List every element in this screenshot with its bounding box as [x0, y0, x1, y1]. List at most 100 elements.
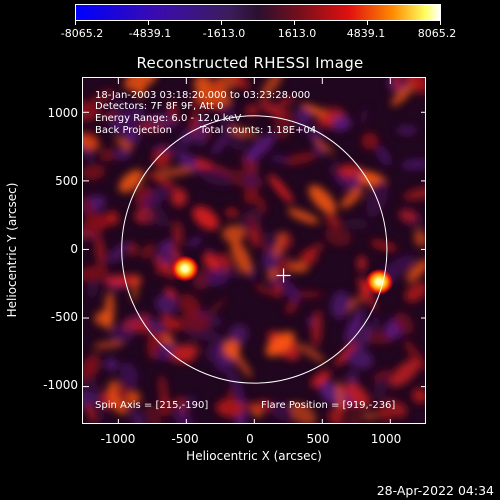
- texture-blob: [228, 127, 258, 137]
- timestamp: 28-Apr-2022 04:34: [376, 483, 494, 498]
- texture-blob: [83, 378, 98, 393]
- texture-blob: [83, 265, 109, 282]
- texture-blob: [265, 331, 296, 357]
- texture-blob: [161, 335, 175, 345]
- x-tick-label: -500: [171, 432, 199, 446]
- texture-blob: [296, 107, 312, 123]
- texture-blob: [245, 104, 259, 117]
- texture-blob: [324, 226, 352, 247]
- texture-blob: [231, 349, 253, 378]
- texture-blob: [140, 187, 169, 209]
- texture-blob: [198, 167, 233, 186]
- x-axis-title: Heliocentric X (arcsec): [186, 449, 322, 463]
- texture-blob: [258, 100, 286, 118]
- texture-blob: [394, 311, 414, 335]
- texture-blob: [377, 406, 394, 422]
- total-counts-text: Total counts: 1.18E+04: [200, 125, 317, 136]
- texture-blob: [106, 210, 120, 226]
- colorbar-tick: [367, 21, 368, 25]
- texture-blob: [296, 343, 326, 363]
- texture-blob: [340, 187, 363, 209]
- texture-blob: [157, 246, 176, 266]
- texture-blob: [223, 339, 241, 359]
- texture-blob: [83, 390, 99, 408]
- y-tick-label: 0: [70, 242, 78, 256]
- texture-blob: [113, 106, 145, 133]
- colorbar-label: 1613.0: [277, 27, 317, 40]
- texture-blob: [328, 408, 345, 423]
- texture-blob: [253, 283, 275, 296]
- colorbar-label: -4839.1: [128, 27, 172, 40]
- texture-blob: [168, 99, 178, 123]
- x-tick-label: 500: [306, 432, 330, 446]
- texture-blob: [193, 78, 212, 94]
- texture-blob: [83, 87, 115, 114]
- texture-blob: [127, 391, 141, 405]
- y-axis-title: Heliocentric Y (arcsec): [5, 182, 19, 318]
- texture-blob: [195, 89, 232, 106]
- texture-blob: [361, 412, 379, 421]
- texture-blob: [244, 133, 275, 162]
- texture-blob: [269, 400, 294, 422]
- texture-blob: [196, 115, 208, 147]
- texture-blob: [159, 375, 168, 406]
- texture-blob: [311, 309, 323, 348]
- texture-blob: [228, 369, 243, 399]
- x-tick-label: -1000: [100, 432, 136, 446]
- time-range-text: 18-Jan-2003 03:18:20.000 to 03:23:28.000: [95, 90, 311, 101]
- texture-blob: [240, 208, 263, 232]
- texture-blob: [330, 291, 351, 319]
- texture-blob: [170, 188, 188, 207]
- texture-blob: [179, 293, 201, 318]
- texture-blob: [344, 309, 365, 342]
- y-tick-label: 500: [55, 174, 78, 188]
- texture-blob: [357, 255, 367, 272]
- texture-blob: [211, 135, 227, 155]
- texture-blob: [389, 359, 420, 387]
- texture-blob: [130, 408, 146, 423]
- texture-blob: [192, 206, 219, 230]
- x-tick-label: 1000: [370, 432, 402, 446]
- texture-blob: [230, 240, 252, 275]
- texture-blob: [110, 323, 136, 344]
- texture-blob: [274, 231, 285, 258]
- colorbar-tick: [294, 21, 295, 25]
- flare-source-1: [170, 255, 199, 282]
- texture-blob: [403, 186, 425, 201]
- texture-blob: [324, 214, 342, 228]
- texture-blob: [284, 282, 301, 304]
- y-tick-label: -1000: [43, 378, 78, 392]
- texture-blob: [215, 399, 244, 418]
- texture-blob: [403, 339, 425, 371]
- rhessi-map: [83, 78, 425, 423]
- colorbar-tick: [148, 21, 149, 25]
- texture-blob: [287, 208, 320, 224]
- texture-blob: [131, 273, 139, 303]
- texture-blob: [83, 353, 100, 382]
- texture-blob: [222, 225, 246, 243]
- texture-blob: [104, 358, 119, 371]
- texture-blob: [370, 240, 398, 251]
- colorbar-tick: [440, 21, 441, 25]
- texture-blob: [243, 188, 259, 204]
- texture-blob: [128, 242, 139, 257]
- texture-blob: [269, 154, 290, 164]
- texture-blob: [313, 138, 335, 154]
- texture-blob: [137, 210, 167, 224]
- texture-blob: [160, 314, 182, 331]
- texture-blob: [118, 169, 144, 193]
- texture-blob: [230, 78, 250, 91]
- texture-blob: [391, 402, 408, 419]
- texture-blob: [178, 152, 201, 173]
- colorbar-label: -1613.0: [202, 27, 246, 40]
- texture-blob: [406, 259, 425, 283]
- texture-blob: [94, 235, 106, 266]
- texture-blob: [101, 111, 118, 121]
- texture-blob: [336, 379, 343, 412]
- texture-blob: [344, 217, 369, 230]
- texture-blob: [398, 209, 418, 223]
- texture-blob: [164, 287, 178, 299]
- texture-blob: [310, 370, 331, 388]
- texture-blob: [99, 148, 116, 162]
- image-plot: 18-Jan-2003 03:18:20.000 to 03:23:28.000…: [82, 77, 426, 424]
